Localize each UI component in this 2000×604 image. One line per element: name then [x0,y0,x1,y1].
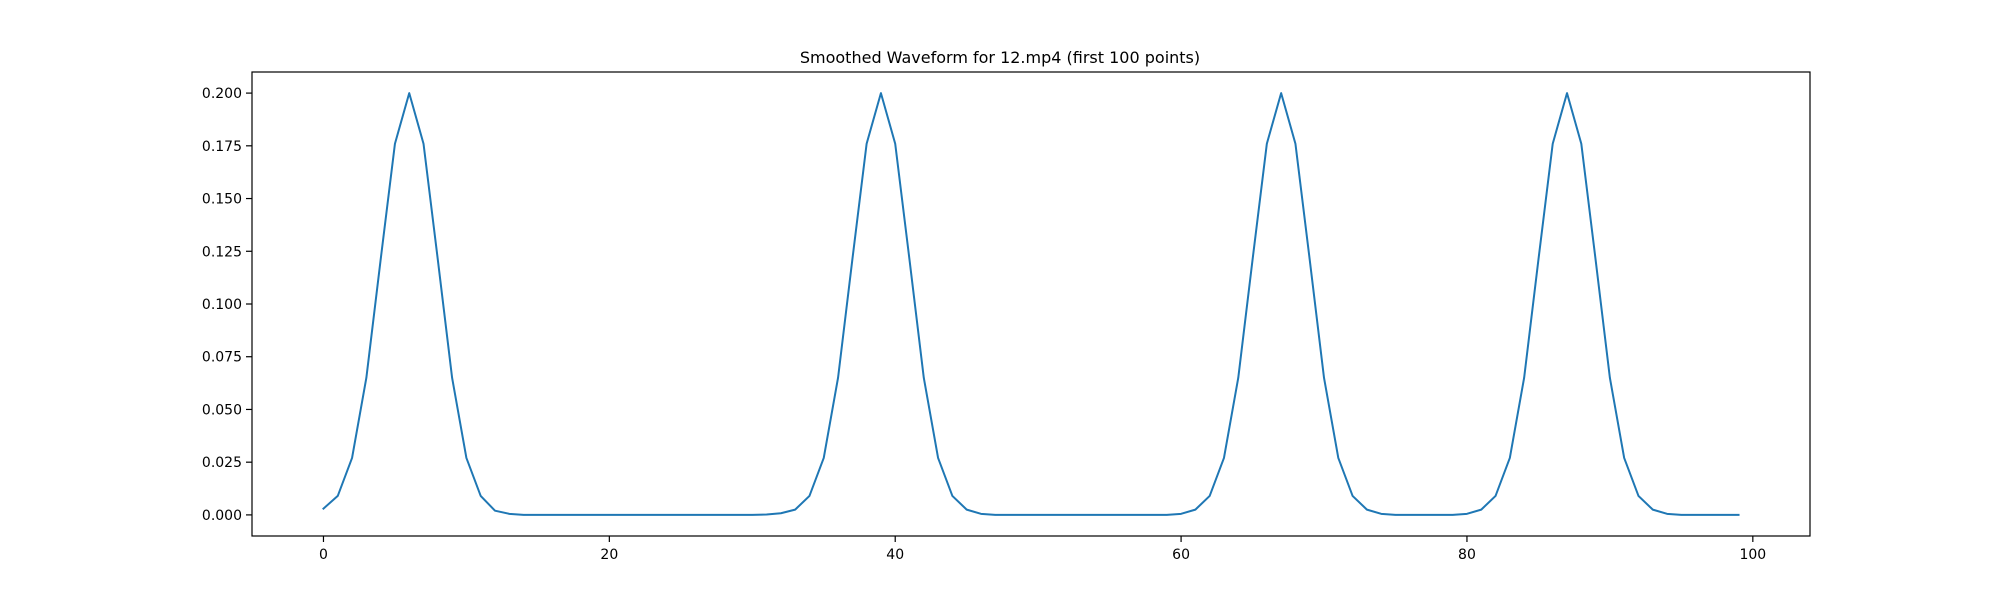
y-tick-label: 0.075 [202,350,242,366]
x-tick-label: 40 [886,547,904,563]
x-tick-label: 100 [1739,547,1766,563]
x-tick-label: 80 [1458,547,1476,563]
y-tick-label: 0.175 [202,139,242,155]
plot-border [251,71,1811,537]
y-axis-ticks: 0.000 0.025 0.050 0.075 0.100 0.125 0.150 0.175… [202,86,252,524]
plot-frame [251,71,1811,537]
x-axis-ticks: 0 20 40 60 80 100 [319,536,1766,563]
series-layer [322,92,1740,516]
y-tick-label: 0.025 [202,455,242,471]
series-line-0 [322,92,1740,516]
y-tick-label: 0.125 [202,244,242,260]
y-tick-label: 0.150 [202,192,242,208]
y-tick-label: 0.100 [202,297,242,313]
x-tick-label: 60 [1172,547,1190,563]
x-tick-label: 0 [319,547,328,563]
y-tick-label: 0.050 [202,402,242,418]
y-tick-label: 0.200 [202,86,242,102]
chart-title: Smoothed Waveform for 12.mp4 (first 100 … [800,48,1200,67]
x-tick-label: 20 [600,547,618,563]
y-tick-label: 0.000 [202,508,242,524]
